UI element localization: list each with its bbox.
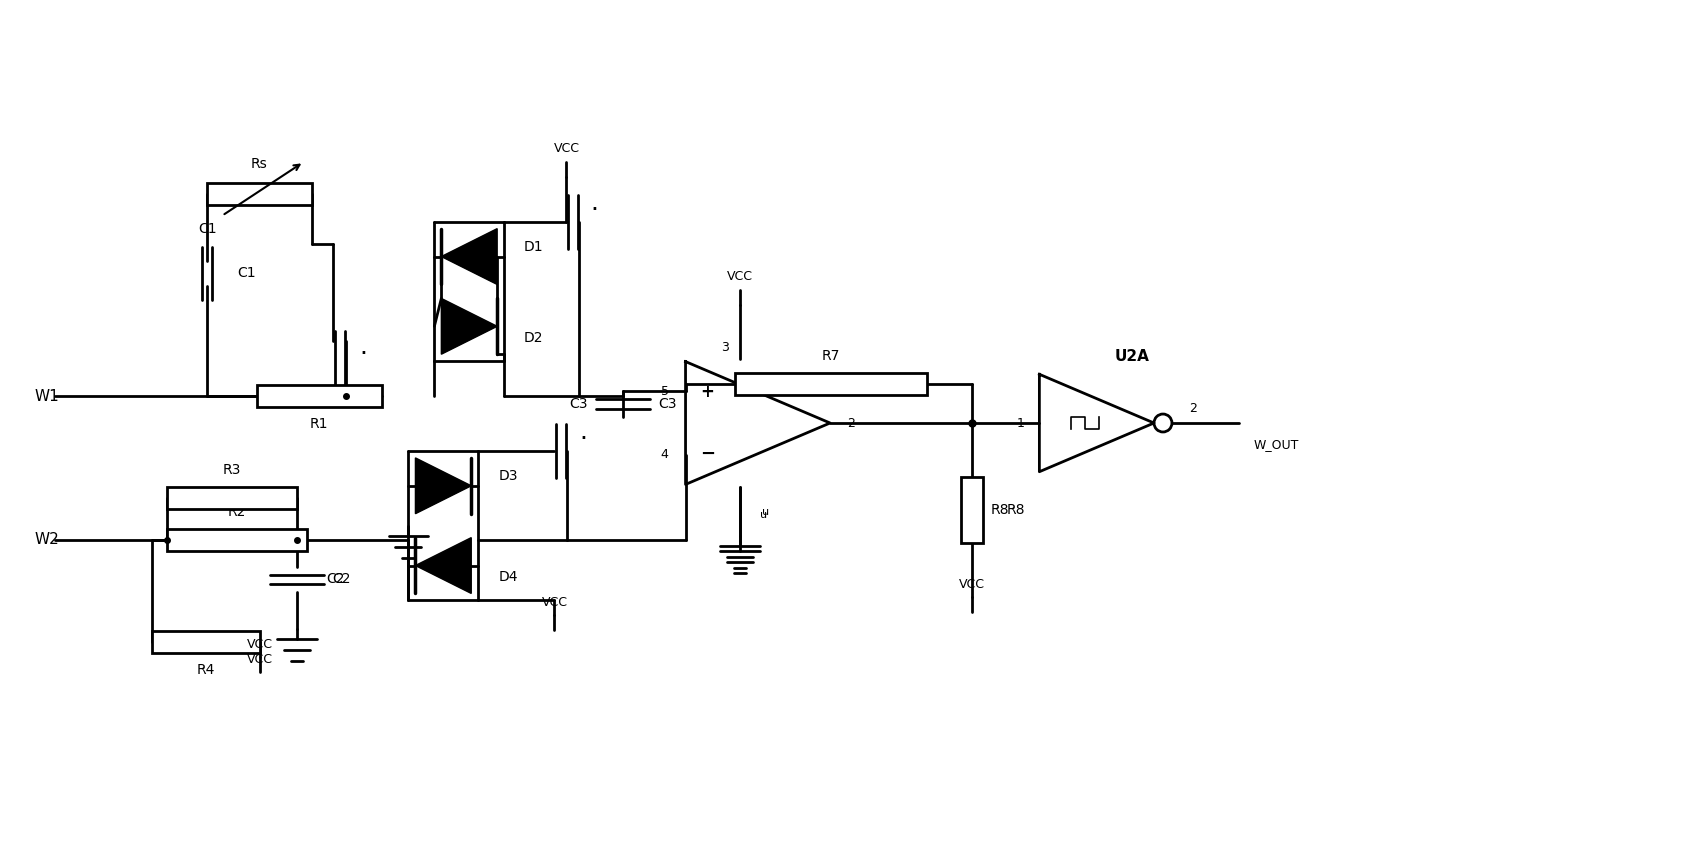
Text: R7: R7	[822, 349, 840, 363]
Text: VCC: VCC	[553, 142, 580, 155]
Text: C2: C2	[332, 572, 350, 587]
Text: 1: 1	[1017, 416, 1024, 429]
Text: D1: D1	[524, 240, 544, 254]
Text: W2: W2	[34, 533, 60, 547]
Text: W_OUT: W_OUT	[1254, 438, 1300, 451]
Bar	[153, 631, 260, 653]
Bar	[208, 183, 311, 204]
Text: u: u	[762, 506, 769, 516]
Text: C3: C3	[570, 397, 589, 410]
Text: u: u	[760, 510, 767, 520]
Text: U2A: U2A	[1114, 349, 1148, 364]
Bar	[735, 373, 927, 395]
Text: D2: D2	[524, 332, 544, 345]
Text: VCC: VCC	[247, 638, 272, 650]
Text: C1: C1	[197, 221, 216, 236]
Text: D4: D4	[498, 571, 517, 584]
Text: R4: R4	[197, 663, 216, 678]
Text: VCC: VCC	[959, 578, 985, 591]
Text: VCC: VCC	[541, 596, 568, 609]
Text: ·: ·	[578, 427, 587, 451]
Text: ·: ·	[359, 343, 367, 366]
Bar	[167, 528, 306, 550]
Text: C3: C3	[658, 397, 677, 410]
Polygon shape	[441, 298, 497, 354]
Text: C2: C2	[327, 572, 345, 587]
Polygon shape	[441, 229, 497, 284]
Text: 4: 4	[660, 449, 668, 461]
Text: U1A: U1A	[765, 380, 799, 395]
Text: R1: R1	[310, 417, 328, 431]
Text: ·: ·	[590, 198, 599, 221]
Bar	[167, 487, 296, 509]
Text: W1: W1	[34, 388, 60, 404]
Bar	[257, 385, 381, 407]
Text: R8: R8	[990, 503, 1009, 517]
Text: R2: R2	[228, 505, 247, 519]
Text: R8: R8	[1007, 503, 1026, 517]
Text: 3: 3	[721, 341, 730, 354]
Text: Rs: Rs	[252, 157, 267, 170]
Text: VCC: VCC	[247, 653, 272, 666]
Polygon shape	[415, 458, 471, 514]
Text: R3: R3	[223, 463, 242, 477]
Text: VCC: VCC	[728, 271, 754, 283]
Text: 2: 2	[847, 416, 856, 429]
Bar	[961, 477, 983, 543]
Text: 5: 5	[660, 385, 668, 398]
Text: C1: C1	[236, 266, 255, 281]
Text: D3: D3	[498, 469, 517, 483]
Text: 2: 2	[1189, 402, 1198, 415]
Text: +: +	[701, 383, 714, 401]
Polygon shape	[415, 538, 471, 594]
Text: −: −	[699, 444, 714, 463]
